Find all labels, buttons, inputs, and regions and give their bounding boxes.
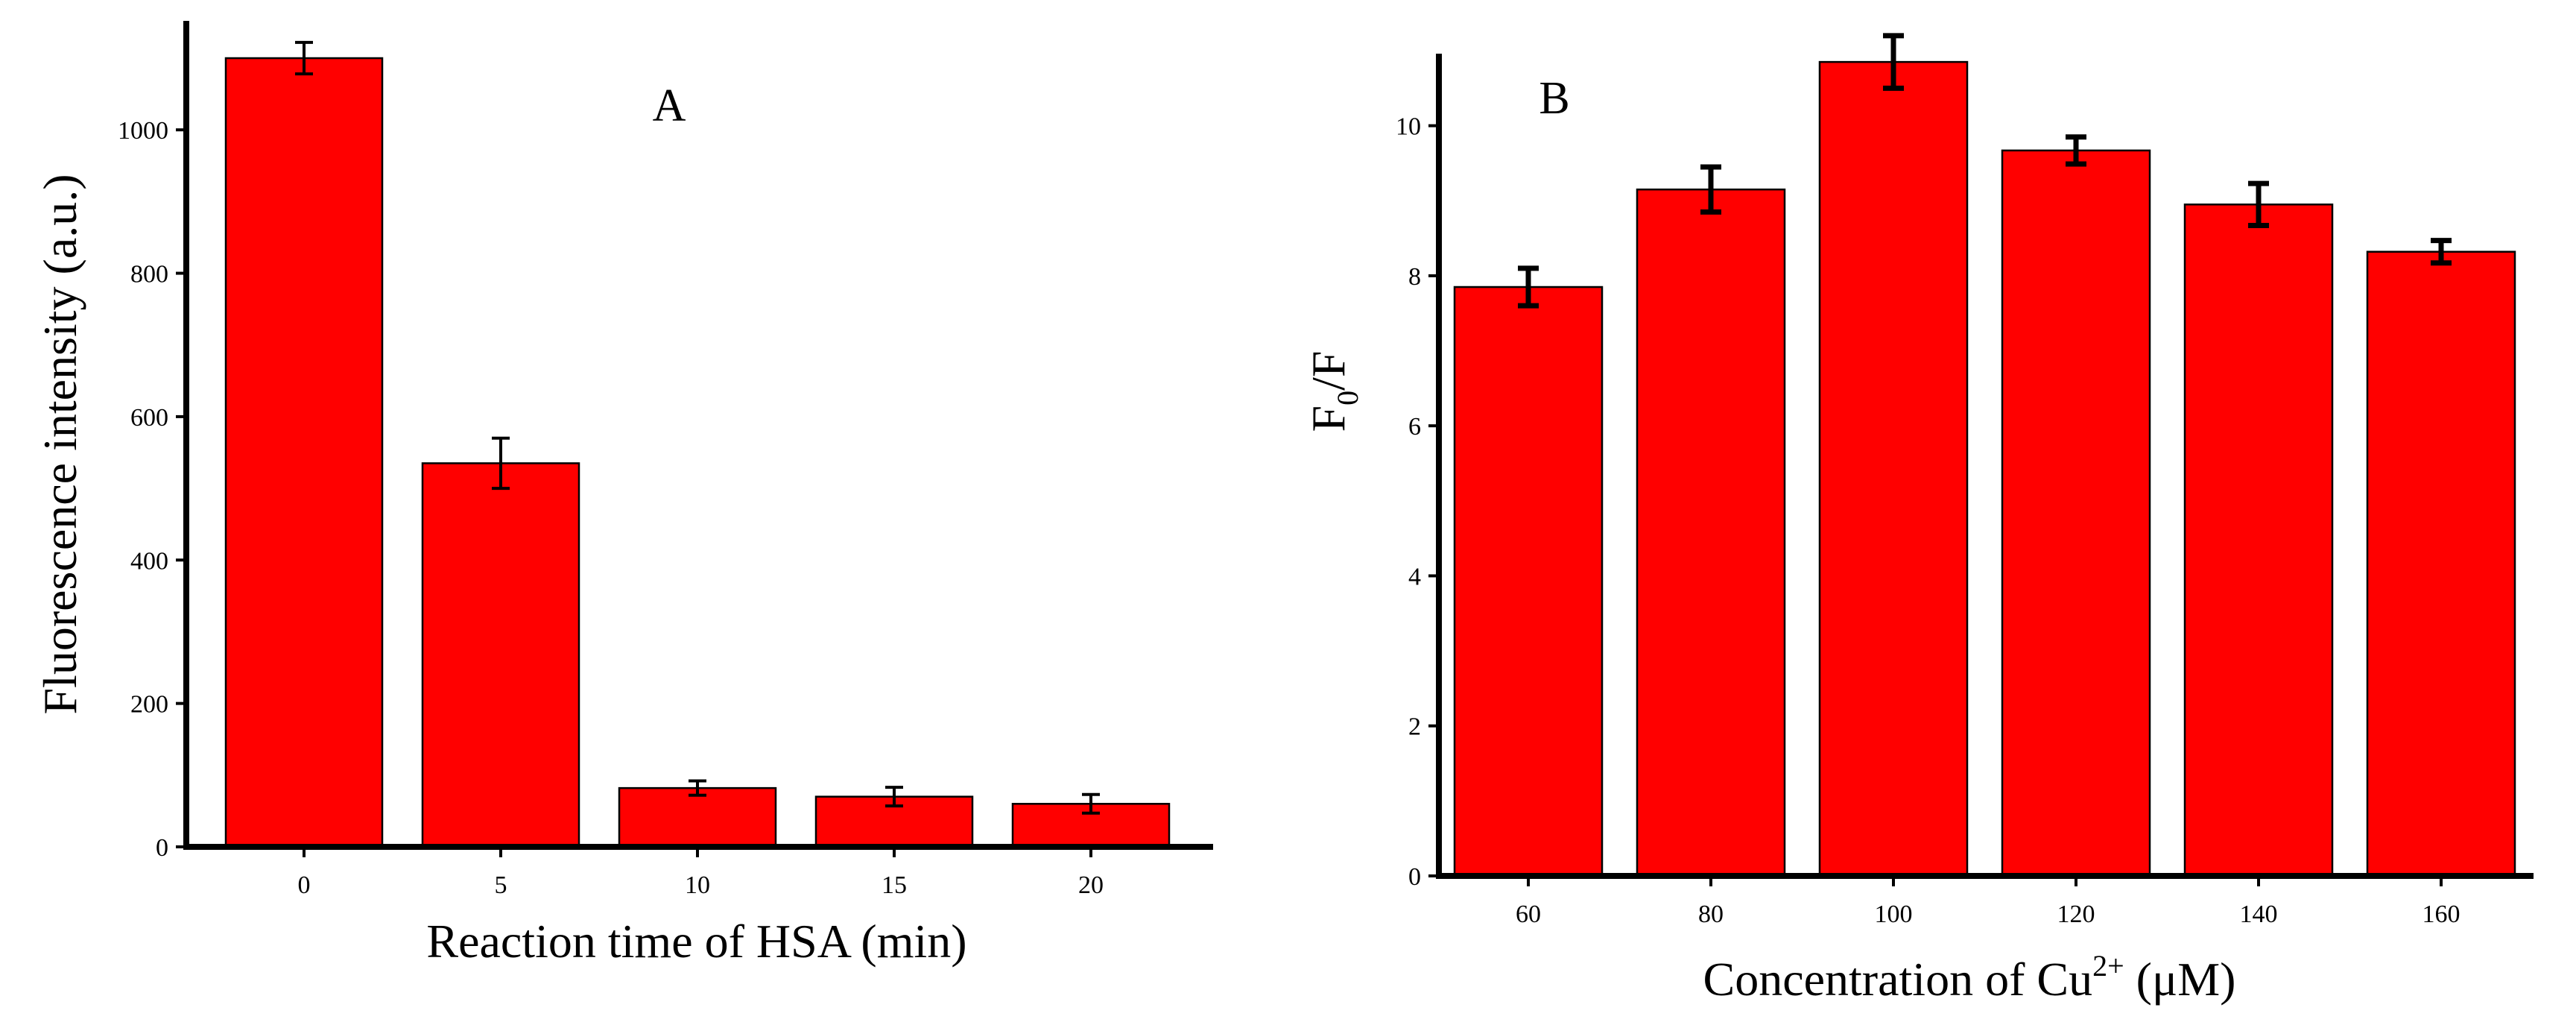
chart-a-x-tick-label: 0 [298,871,311,899]
chart-b-y-axis-title-sub: 0 [1331,391,1364,406]
chart-a-error-bar [295,40,313,76]
chart-b-y-tick-label: 4 [1408,563,1421,590]
chart-a-x-tick-label: 20 [1078,871,1104,899]
chart-b-bar [2366,250,2516,877]
chart-a-bar [224,57,384,848]
chart-a-y-tick-label: 800 [130,261,168,288]
chart-b: 0 2 4 6 8 10 60 80 100 120 140 160 B Concentration… [1302,33,2534,1006]
chart-b-y-axis-title-main: F [1302,406,1355,432]
chart-b-x-axis-title: Concentration of Cu2+ (μM) [1703,949,2236,1006]
chart-a-error-bar [885,786,903,808]
chart-b-x-axis-title-main: Concentration of Cu [1703,953,2093,1006]
chart-b-y-axis-title: F0/F [1302,351,1364,432]
chart-b-bars [1453,60,2516,877]
chart-a-error-bar [492,436,510,491]
chart-a: 0 200 400 600 800 1000 0 5 10 15 20 A Reaction ti… [34,21,1213,968]
chart-b-x-tick-label: 160 [2422,901,2461,928]
chart-a-x-tick-label: 10 [685,871,710,899]
chart-b-panel-label: B [1539,73,1569,124]
chart-a-error-bars [295,40,1100,815]
chart-b-error-bar [2248,180,2269,228]
chart-b-x-axis-title-sup: 2+ [2092,949,2124,983]
chart-b-x-tick-label: 80 [1698,901,1724,928]
chart-b-y-ticks: 0 2 4 6 8 10 [1396,113,1439,891]
chart-a-y-axis-title: Fluorescence intensity (a.u.) [34,174,86,714]
chart-a-y-tick-label: 0 [156,834,168,862]
chart-b-y-tick-label: 0 [1408,863,1421,891]
chart-a-y-tick-label: 600 [130,404,168,432]
chart-a-panel-label: A [653,81,686,131]
chart-b-y-tick-label: 6 [1408,413,1421,441]
chart-a-bar [618,786,777,848]
chart-b-bar [2001,149,2151,877]
chart-b-x-ticks: 60 80 100 120 140 160 [1516,876,2461,928]
chart-b-y-tick-label: 2 [1408,713,1421,741]
chart-a-error-bar [689,779,706,797]
chart-a-x-tick-label: 5 [495,871,507,899]
chart-a-x-ticks: 0 5 10 15 20 [298,847,1104,899]
chart-a-y-tick-label: 200 [130,691,168,719]
chart-b-bar [2183,204,2334,877]
chart-a-bar [421,462,580,848]
chart-b-x-tick-label: 140 [2240,901,2278,928]
chart-b-x-tick-label: 120 [2057,901,2095,928]
chart-b-bar [1453,286,1604,877]
chart-b-error-bar [2431,238,2452,266]
chart-b-x-axis-title-tail: (μM) [2124,953,2236,1006]
chart-b-y-axis-title-tail: /F [1302,351,1355,391]
chart-b-y-tick-label: 8 [1408,263,1421,291]
chart-b-error-bars [1518,33,2452,309]
chart-a-error-bar [1082,792,1100,815]
chart-a-bars [224,57,1171,848]
chart-a-x-axis-title: Reaction time of HSA (min) [426,915,966,968]
chart-b-error-bar [1700,164,1721,215]
chart-a-x-tick-label: 15 [882,871,907,899]
chart-b-bar [1636,188,1786,877]
chart-b-error-bar [1518,265,1539,309]
chart-b-error-bar [1883,33,1904,91]
chart-a-y-tick-label: 400 [130,547,168,575]
chart-a-y-tick-label: 1000 [118,117,168,145]
chart-b-x-tick-label: 100 [1875,901,1913,928]
chart-b-error-bar [2066,134,2086,167]
chart-a-y-ticks: 0 200 400 600 800 1000 [118,117,186,862]
chart-b-bar [1818,60,1969,877]
chart-b-y-tick-label: 10 [1396,113,1421,141]
chart-b-x-tick-label: 60 [1516,901,1541,928]
